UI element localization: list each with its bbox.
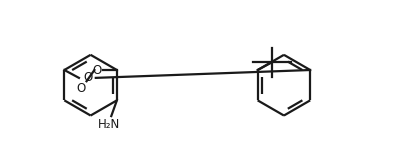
- Text: O: O: [83, 71, 92, 84]
- Text: O: O: [76, 82, 85, 95]
- Text: H₂N: H₂N: [98, 118, 120, 131]
- Text: O: O: [92, 64, 101, 76]
